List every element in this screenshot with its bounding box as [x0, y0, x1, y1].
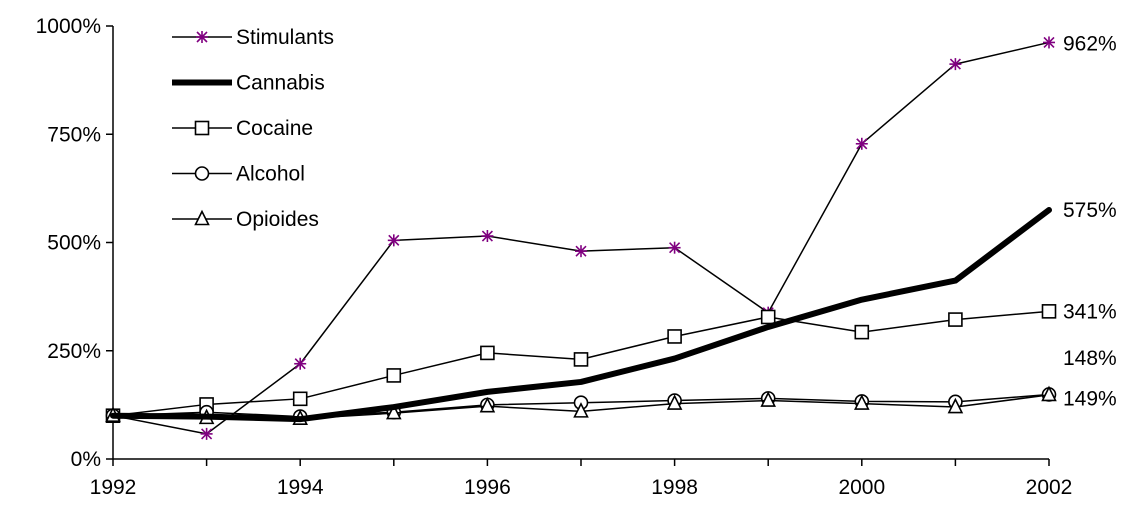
data-point-cocaine	[1041, 304, 1057, 319]
data-point-stimulants	[949, 58, 962, 71]
end-label-cannabis: 575%	[1063, 199, 1117, 222]
data-point-opioides	[947, 397, 964, 414]
data-point-cocaine	[760, 309, 776, 325]
x-tick-label: 1992	[90, 476, 137, 499]
legend-label: Alcohol	[236, 163, 305, 186]
y-tick-label: 250%	[47, 340, 101, 363]
x-tick-label: 2002	[1026, 476, 1073, 499]
y-tick-label: 500%	[47, 232, 101, 255]
series-line-stimulants	[112, 41, 1050, 435]
legend-marker	[196, 31, 208, 43]
legend-marker	[194, 120, 210, 136]
legend-item-cocaine: Cocaine	[172, 117, 313, 140]
data-point-stimulants	[1043, 36, 1055, 49]
x-tick-label: 1994	[277, 476, 324, 499]
y-tick-label: 1000%	[36, 15, 101, 38]
x-tick-label: 2000	[838, 476, 885, 499]
data-point-cocaine	[480, 345, 495, 361]
data-point-cocaine	[854, 324, 870, 340]
series-layer	[105, 36, 1057, 440]
data-point-opioides	[1041, 385, 1057, 402]
y-tick-label: 750%	[47, 123, 101, 146]
legend-item-cannabis: Cannabis	[172, 72, 325, 95]
data-point-cocaine	[386, 368, 402, 383]
legend: Stimulants Cannabis Cocaine Alcohol Opioides	[172, 26, 334, 231]
data-point-cocaine	[948, 312, 963, 327]
data-point-stimulants	[668, 241, 681, 254]
data-point-cocaine	[292, 391, 308, 407]
legend-label: Opioides	[236, 208, 319, 231]
legend-label: Cannabis	[236, 72, 325, 95]
end-label-opioides: 148%	[1063, 347, 1117, 370]
data-point-stimulants	[387, 234, 400, 247]
end-label-alcohol: 149%	[1063, 387, 1117, 410]
axes: 0% 250% 500% 750% 1000% 1992 1994 1996 1998 2000 2…	[36, 15, 1073, 499]
data-point-opioides	[573, 402, 589, 418]
end-label-stimulants: 962%	[1063, 32, 1117, 55]
series-cannabis	[110, 207, 1052, 423]
y-tick-label: 0%	[71, 448, 101, 471]
data-point-stimulants	[294, 357, 307, 370]
end-label-cocaine: 341%	[1063, 300, 1117, 323]
data-point-opioides	[386, 403, 402, 420]
data-point-stimulants	[200, 427, 213, 440]
data-point-cocaine	[667, 329, 682, 344]
data-point-stimulants	[575, 245, 587, 258]
legend-item-alcohol: Alcohol	[172, 163, 305, 186]
legend-marker	[194, 209, 210, 226]
series-line-cannabis	[110, 207, 1052, 423]
legend-marker	[194, 166, 210, 181]
x-tick-label: 1996	[464, 476, 511, 499]
data-point-cocaine	[573, 352, 589, 367]
data-point-opioides	[479, 396, 496, 413]
legend-label: Stimulants	[236, 26, 334, 49]
data-point-stimulants	[481, 230, 494, 243]
x-tick-label: 1998	[651, 476, 698, 499]
data-point-opioides	[666, 394, 683, 410]
end-labels: 962% 575% 341% 148% 149%	[1063, 32, 1117, 410]
legend-item-stimulants: Stimulants	[172, 26, 334, 49]
legend-label: Cocaine	[236, 117, 313, 140]
data-point-opioides	[760, 391, 776, 407]
legend-item-opioides: Opioides	[172, 208, 319, 231]
data-point-opioides	[854, 394, 870, 410]
data-point-stimulants	[855, 137, 868, 150]
